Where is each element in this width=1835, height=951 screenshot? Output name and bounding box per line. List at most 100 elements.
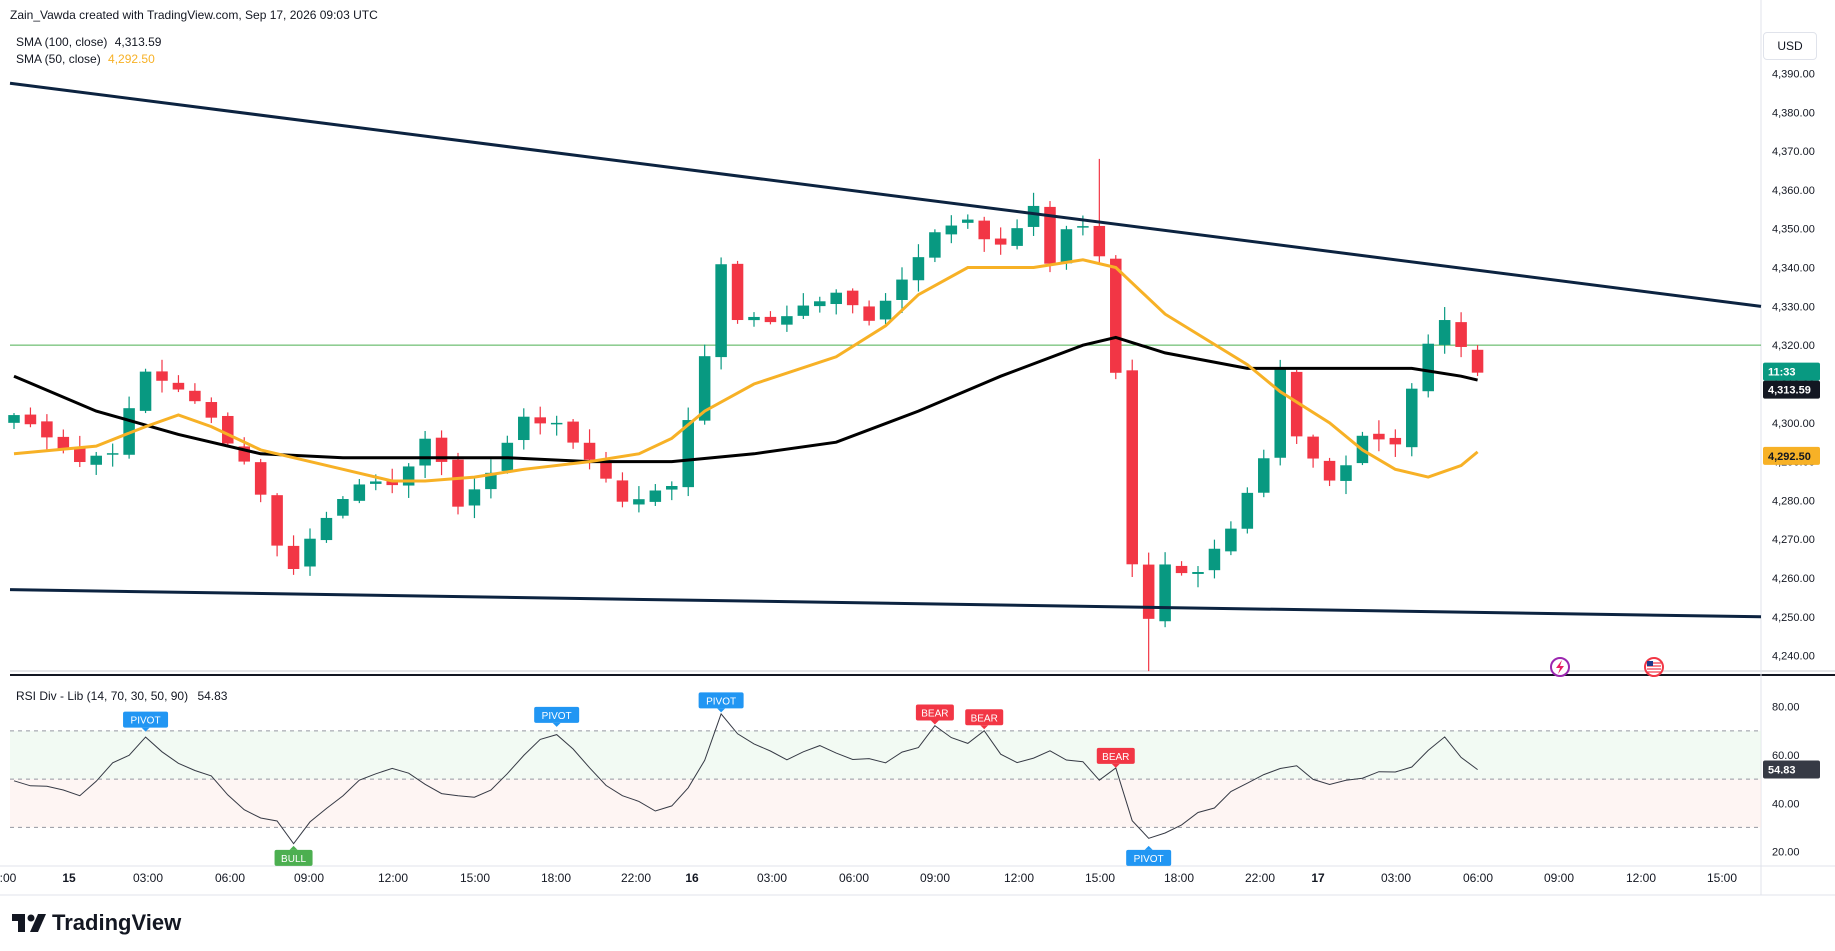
candle-body — [320, 517, 333, 541]
candle-body — [57, 436, 70, 450]
candle-body — [534, 417, 546, 424]
candle-body — [1044, 206, 1056, 264]
time-tick-label: 09:00 — [1544, 871, 1574, 885]
price-tick-label: 4,260.00 — [1772, 573, 1815, 585]
sma100-label: SMA (100, close) — [16, 35, 108, 49]
candle-body — [337, 499, 349, 516]
rsi-marker-tip — [1144, 845, 1153, 850]
time-tick-label: 22:00 — [621, 871, 651, 885]
candle-body — [435, 437, 448, 462]
sma50-label: SMA (50, close) — [16, 52, 101, 66]
us-flag-event-circle — [1644, 657, 1664, 677]
rsi-bull-marker: BULL — [274, 845, 313, 866]
rsi-marker-badge — [965, 709, 1004, 726]
time-tick-label: 03:00 — [1381, 871, 1411, 885]
tradingview-logo-icon — [12, 914, 46, 932]
rsi-marker-badge — [1126, 849, 1172, 866]
candle-body — [846, 290, 859, 306]
candle-body — [1471, 349, 1484, 373]
time-tick-label: 06:00 — [839, 871, 869, 885]
time-tick-label: 15 — [62, 871, 76, 885]
candle-body — [1126, 370, 1138, 565]
rsi-bear-marker: BEAR — [965, 709, 1004, 730]
candle-body — [353, 484, 366, 501]
candle-body — [682, 420, 694, 488]
candle-body — [748, 316, 760, 321]
candle-body — [879, 300, 892, 320]
candle-body — [402, 466, 415, 486]
candle-body — [1406, 388, 1418, 448]
rsi-marker-tip — [717, 708, 726, 713]
candle-body — [1225, 528, 1237, 552]
sma50-price-label: 4,292.50 — [1763, 446, 1820, 465]
candle-body — [912, 257, 925, 281]
tradingview-wordmark: TradingView — [52, 910, 182, 935]
price-tick-label: 4,390.00 — [1772, 69, 1815, 81]
candle-body — [485, 472, 497, 490]
rsi-marker-tip — [930, 720, 939, 725]
rsi-marker-label: PIVOT — [131, 716, 161, 727]
rsi-tick-label: 60.00 — [1772, 750, 1800, 762]
rsi-title: RSI Div - Lib (14, 70, 30, 50, 90) — [16, 689, 189, 703]
candle-body — [41, 421, 53, 438]
rsi-marker-badge — [698, 692, 744, 709]
last-price-label: 4,313.59 — [1763, 380, 1820, 399]
candle-body — [764, 316, 777, 323]
candle-body — [1077, 226, 1089, 228]
price-tick-label: 4,360.00 — [1772, 185, 1815, 197]
candle-body — [1422, 343, 1434, 392]
price-tick-label: 4,330.00 — [1772, 301, 1815, 313]
rsi-value-label: 54.83 — [1763, 760, 1820, 779]
candle-body — [1011, 228, 1023, 246]
candle-body — [1208, 548, 1221, 571]
candle-body — [24, 414, 37, 425]
attribution-text: Zain_Vawda created with TradingView.com,… — [10, 8, 378, 22]
lower-trendline — [9, 588, 1762, 619]
candle-body — [1159, 564, 1171, 622]
us-flag-canton — [1647, 661, 1653, 666]
rsi-marker-badge — [915, 704, 954, 721]
rsi-marker-label: BEAR — [1102, 752, 1129, 763]
candle-body — [550, 422, 563, 425]
rsi-marker-tip — [980, 725, 989, 730]
time-tick-label: 09:00 — [294, 871, 324, 885]
price-tick-label: 4,250.00 — [1772, 612, 1815, 624]
rsi-marker-label: BEAR — [921, 708, 948, 719]
rsi-oversold-zone — [10, 779, 1761, 828]
sma50-price-label-text: 4,292.50 — [1768, 451, 1811, 463]
time-tick-label: 12:00 — [1626, 871, 1656, 885]
rsi-marker-label: PIVOT — [1134, 854, 1164, 865]
candle-body — [896, 279, 908, 300]
price-tick-label: 4,300.00 — [1772, 418, 1815, 430]
rsi-pivot-marker: PIVOT — [534, 706, 580, 727]
candle-body — [1438, 320, 1451, 345]
rsi-overbought-zone — [10, 730, 1761, 780]
rsi-tick-label: 40.00 — [1772, 798, 1800, 810]
time-tick-label: 18:00 — [1164, 871, 1194, 885]
currency-button[interactable]: USD — [1763, 32, 1817, 60]
candle-body — [929, 232, 941, 258]
candle-body — [978, 220, 990, 240]
rsi-value-label-text: 54.83 — [1768, 764, 1796, 776]
lightning-event-icon — [1550, 657, 1570, 677]
candle-body — [633, 499, 645, 505]
time-tick-label: 16 — [685, 871, 699, 885]
candle-body — [1373, 433, 1385, 440]
time-tick-label: 06:00 — [215, 871, 245, 885]
sma50-legend[interactable]: SMA (50, close) 4,292.50 — [16, 52, 155, 66]
candle-body — [863, 306, 875, 321]
sma100-value: 4,313.59 — [114, 35, 162, 49]
rsi-legend[interactable]: RSI Div - Lib (14, 70, 30, 50, 90) 54.83 — [16, 689, 227, 703]
candle-body — [106, 453, 119, 455]
countdown-label-text: 11:33 — [1768, 367, 1796, 379]
candle-body — [616, 480, 629, 502]
sma100-legend[interactable]: SMA (100, close) 4,313.59 — [16, 35, 161, 49]
sma50-price-label-bg — [1763, 446, 1820, 465]
countdown-label-bg — [1763, 362, 1820, 381]
rsi-marker-label: BEAR — [971, 713, 998, 724]
candle-body — [797, 305, 810, 316]
candle-body — [156, 371, 168, 381]
price-tick-label: 4,380.00 — [1772, 107, 1815, 119]
tradingview-logo[interactable]: TradingView — [12, 910, 181, 936]
rsi-marker-badge — [1096, 747, 1135, 764]
